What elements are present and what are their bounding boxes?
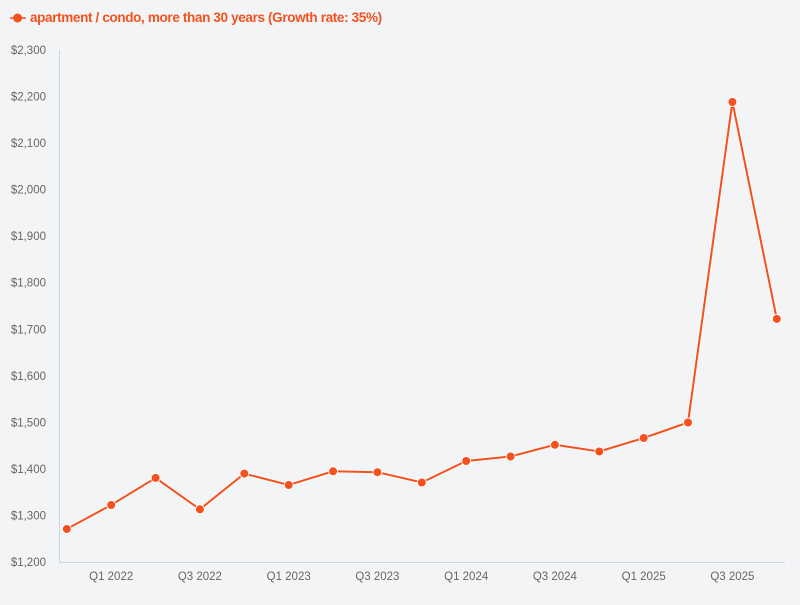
svg-text:$1,700: $1,700	[11, 324, 46, 336]
svg-text:apartment / condo, more than 3: apartment / condo, more than 30 years (G…	[30, 10, 382, 25]
svg-text:$1,200: $1,200	[11, 557, 46, 569]
svg-text:$2,200: $2,200	[11, 92, 46, 104]
svg-text:Q3 2023: Q3 2023	[355, 571, 399, 583]
svg-text:Q1 2023: Q1 2023	[267, 571, 311, 583]
svg-text:$1,900: $1,900	[11, 231, 46, 243]
svg-text:$2,000: $2,000	[11, 185, 46, 197]
svg-text:$1,400: $1,400	[11, 464, 46, 476]
svg-text:$1,800: $1,800	[11, 278, 46, 290]
svg-text:Q3 2022: Q3 2022	[178, 571, 222, 583]
svg-text:$2,300: $2,300	[11, 45, 46, 57]
svg-text:$1,500: $1,500	[11, 417, 46, 429]
svg-text:Q1 2025: Q1 2025	[622, 571, 666, 583]
svg-text:$1,300: $1,300	[11, 511, 46, 523]
svg-text:$1,600: $1,600	[11, 371, 46, 383]
svg-text:Q3 2025: Q3 2025	[710, 571, 754, 583]
svg-text:$2,100: $2,100	[11, 138, 46, 150]
svg-text:Q3 2024: Q3 2024	[533, 571, 578, 583]
svg-text:Q1 2024: Q1 2024	[444, 571, 489, 583]
svg-text:Q1 2022: Q1 2022	[89, 571, 133, 583]
